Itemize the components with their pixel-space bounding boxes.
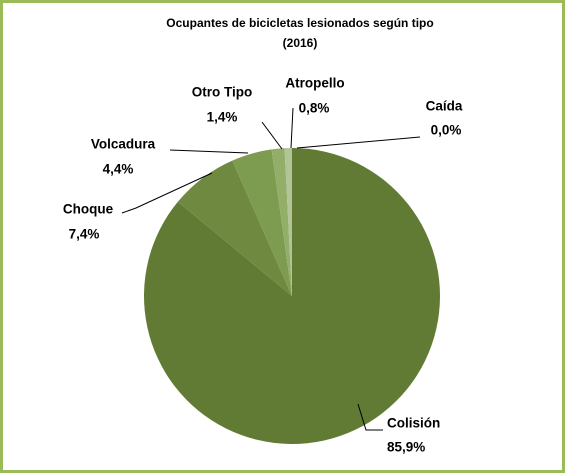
slice-label: Otro Tipo bbox=[192, 85, 253, 100]
leader-line bbox=[169, 149, 249, 154]
slice-label: Caída bbox=[426, 99, 463, 114]
slice-label: Colisión bbox=[387, 416, 440, 431]
slice-value-label: 85,9% bbox=[387, 440, 425, 455]
chart-title: (2016) bbox=[283, 36, 318, 50]
leader-line bbox=[357, 403, 383, 431]
slice-value-label: 4,4% bbox=[103, 162, 134, 177]
slice-value-label: 0,0% bbox=[431, 123, 462, 138]
slice-value-label: 1,4% bbox=[207, 110, 238, 125]
slice-value-label: 0,8% bbox=[299, 101, 330, 116]
pie-slice bbox=[143, 148, 440, 445]
pie-slice bbox=[232, 149, 292, 296]
leader-line bbox=[296, 136, 421, 149]
leader-line bbox=[121, 172, 213, 214]
pie-slice bbox=[271, 148, 292, 296]
leader-line bbox=[261, 121, 283, 150]
slice-value-label: 7,4% bbox=[69, 227, 100, 242]
slice-label: Volcadura bbox=[91, 137, 156, 152]
slice-label: Atropello bbox=[285, 76, 344, 91]
leader-line bbox=[290, 107, 294, 149]
pie-slice bbox=[177, 160, 292, 296]
chart-title: Ocupantes de bicicletas lesionados según… bbox=[166, 16, 433, 30]
slice-label: Choque bbox=[63, 202, 114, 217]
pie-slice bbox=[284, 148, 292, 296]
